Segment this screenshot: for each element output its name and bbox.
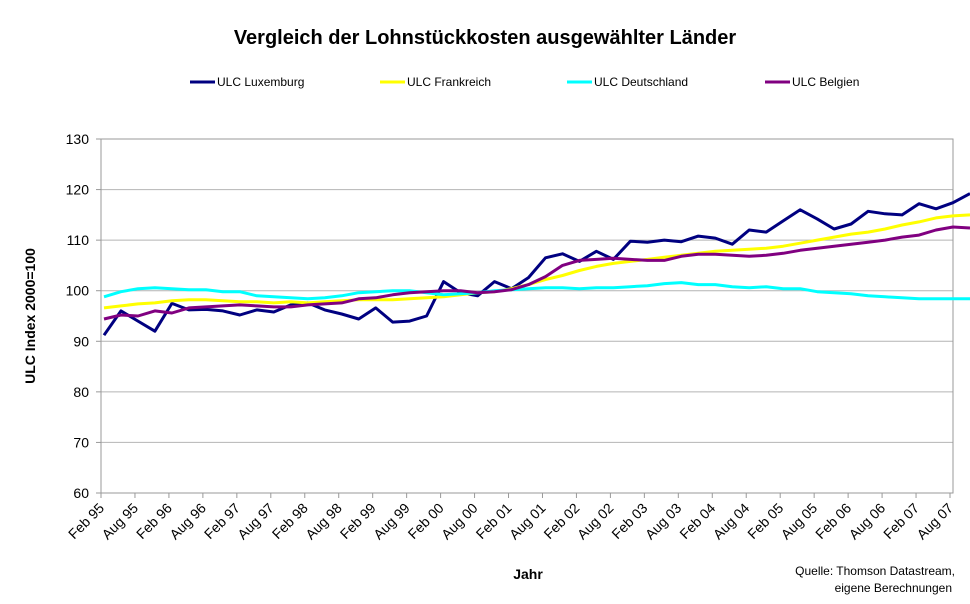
legend-item: ULC Deutschland xyxy=(567,75,688,89)
legend-item: ULC Luxemburg xyxy=(190,75,304,89)
x-tick-label: Feb 96 xyxy=(133,500,175,542)
y-axis: 60 70 80 90 100 110 120 130 xyxy=(66,131,101,501)
legend-label: ULC Luxemburg xyxy=(217,75,304,89)
x-tick-label: Aug 07 xyxy=(913,500,956,543)
x-tick-label: Feb 02 xyxy=(540,500,582,542)
x-tick-label: Aug 01 xyxy=(506,500,549,543)
x-tick-label: Feb 99 xyxy=(337,500,379,542)
y-tick-label: 80 xyxy=(73,384,89,400)
series-line-ulc-belgien xyxy=(103,225,970,321)
y-tick-label: 60 xyxy=(73,485,89,501)
x-tick-label: Feb 03 xyxy=(608,500,650,542)
x-tick-label: Feb 95 xyxy=(65,500,107,542)
plot-frame xyxy=(100,138,954,494)
series-line-ulc-deutschland xyxy=(103,281,970,301)
gridlines xyxy=(101,138,953,494)
y-axis-title: ULC Index 2000=100 xyxy=(22,248,38,384)
x-tick-label: Aug 97 xyxy=(234,500,277,543)
x-tick-label: Aug 96 xyxy=(166,500,209,543)
source-line-1: Quelle: Thomson Datastream, xyxy=(795,564,955,578)
x-tick-label: Feb 97 xyxy=(201,500,243,542)
x-tick-label: Feb 07 xyxy=(880,500,922,542)
x-tick-label: Aug 03 xyxy=(642,500,685,543)
y-tick-label: 100 xyxy=(66,283,90,299)
y-tick-label: 90 xyxy=(73,333,89,349)
x-tick-label: Feb 05 xyxy=(744,500,786,542)
x-tick-label: Feb 06 xyxy=(812,500,854,542)
x-tick-label: Aug 04 xyxy=(710,500,753,543)
legend-item: ULC Frankreich xyxy=(380,75,491,89)
x-tick-label: Feb 04 xyxy=(676,500,718,542)
legend: ULC Luxemburg ULC Frankreich ULC Deutschla… xyxy=(190,75,859,89)
y-tick-label: 120 xyxy=(66,182,90,198)
legend-item: ULC Belgien xyxy=(765,75,859,89)
legend-label: ULC Belgien xyxy=(792,75,859,89)
chart-title: Vergleich der Lohnstückkosten ausgewählt… xyxy=(234,27,737,49)
x-tick-label: Feb 98 xyxy=(269,500,311,542)
x-tick-label: Aug 00 xyxy=(438,500,481,543)
x-tick-label: Feb 00 xyxy=(405,500,447,542)
x-tick-label: Feb 01 xyxy=(473,500,515,542)
legend-label: ULC Frankreich xyxy=(407,75,491,89)
x-tick-label: Aug 98 xyxy=(302,500,345,543)
series-lines xyxy=(102,192,970,337)
source-line-2: eigene Berechnungen xyxy=(835,581,952,595)
x-tick-label: Aug 99 xyxy=(370,500,413,543)
series-line-ulc-luxemburg xyxy=(102,192,970,337)
x-tick-label: Aug 02 xyxy=(574,500,617,543)
y-tick-label: 110 xyxy=(67,232,90,248)
x-tick-label: Aug 06 xyxy=(846,500,889,543)
x-tick-label: Aug 95 xyxy=(98,500,141,543)
legend-label: ULC Deutschland xyxy=(594,75,688,89)
x-tick-label: Aug 05 xyxy=(778,500,821,543)
y-tick-label: 70 xyxy=(73,434,89,450)
x-axis-title: Jahr xyxy=(513,566,543,582)
y-tick-label: 130 xyxy=(66,131,90,147)
